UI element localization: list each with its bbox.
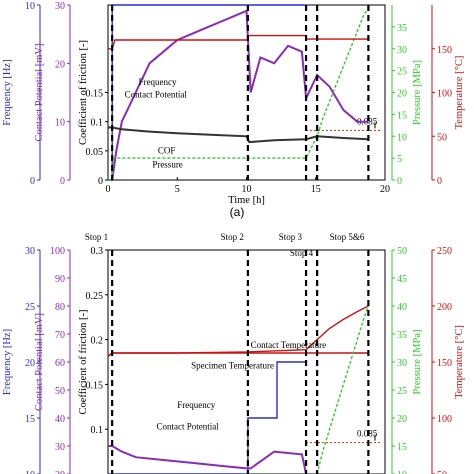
cof-tick-label: 0.15 (86, 380, 104, 391)
pressure-tick-label: 10 (397, 470, 407, 474)
frequency-axis-label: Frequency [Hz] (2, 59, 13, 125)
pressure-tick-label: 30 (397, 45, 407, 56)
pressure-tick-label: 35 (397, 23, 407, 34)
cof-tick-label: 0.1 (91, 118, 104, 129)
pressure-tick-label: 15 (397, 110, 407, 121)
frequency-tick-label: 10 (25, 1, 35, 12)
temperature-tick-label: 150 (437, 45, 452, 56)
stop-label: Stop 4 (290, 248, 314, 258)
contact_potential-tick-label: 60 (55, 358, 65, 369)
pressure-tick-label: 45 (397, 274, 407, 285)
contact_potential-tick-label: 70 (55, 330, 65, 341)
contact_potential-tick-label: 20 (55, 59, 65, 70)
contact_potential-tick-label: 30 (55, 442, 65, 453)
cof-tick-label: 0.1 (91, 425, 104, 436)
temperature-tick-label: 100 (437, 414, 452, 425)
pressure-tick-label: 20 (397, 414, 407, 425)
series-contact-potential (108, 9, 369, 181)
contact_potential-tick-label: 50 (55, 386, 65, 397)
temperature-axis-label: Temperature [°C] (454, 56, 465, 130)
pressure-axis-label: Pressure [MPa] (412, 329, 423, 394)
annotation-frequency: Frequency (138, 77, 176, 87)
contact_potential-tick-label: 30 (55, 1, 65, 12)
frequency-tick-label: 25 (25, 302, 35, 313)
pressure-tick-label: 20 (397, 89, 407, 100)
cof-tick-label: 0.15 (86, 89, 104, 100)
pressure-tick-label: 40 (397, 302, 407, 313)
pressure-tick-label: 5 (397, 154, 402, 165)
frequency-axis-label: Frequency [Hz] (2, 329, 13, 395)
pressure-tick-label: 25 (397, 386, 407, 397)
temperature-axis-label: Temperature [°C] (454, 325, 465, 399)
cof-axis-label: Coefficient of friction [-] (78, 309, 89, 414)
cof-tick-label: 0.25 (86, 291, 104, 302)
cof-tick-label: 0.2 (91, 336, 104, 347)
contact_potential-tick-label: 20 (55, 470, 65, 474)
temperature-tick-label: 150 (437, 358, 452, 369)
stop-label: Stop 2 (221, 232, 244, 242)
contact_potential-tick-label: 40 (55, 414, 65, 425)
pressure-tick-label: 10 (397, 132, 407, 143)
annotation-contact-potential: Contact Potential (156, 422, 219, 432)
pressure-tick-label: 15 (397, 442, 407, 453)
series-cof (108, 126, 369, 144)
temperature-tick-label: 50 (437, 470, 447, 474)
frequency-tick-label: 15 (25, 414, 35, 425)
contact_potential-tick-label: 10 (55, 118, 65, 129)
annotation-contact-temperature: Contact Temperature (251, 340, 326, 350)
temperature-tick-label: 0 (437, 176, 442, 187)
frequency-tick-label: 0 (30, 176, 35, 187)
cof-tick-label: 0.05 (86, 147, 104, 158)
contact_potential-tick-label: 80 (55, 302, 65, 313)
temperature-tick-label: 50 (437, 132, 447, 143)
pressure-tick-label: 0 (397, 176, 402, 187)
x-tick-label: 0 (106, 184, 111, 195)
annotation-contact-potential: Contact Potential (125, 90, 188, 100)
series-pressure (108, 8, 369, 181)
x-tick-label: 10 (242, 184, 252, 195)
cof-axis-label: Coefficient of friction [-] (78, 40, 89, 145)
contact_potential-axis-label: Contact Potential [mV] (34, 44, 45, 142)
series-contact-temperature (107, 305, 369, 357)
temperature-tick-label: 200 (437, 302, 452, 313)
x-tick-label: 20 (380, 184, 390, 195)
x-axis-label: Time [h] (228, 195, 265, 206)
pressure-axis-label: Pressure [MPa] (412, 60, 423, 125)
series-pressure (316, 305, 370, 474)
pressure-tick-label: 50 (397, 246, 407, 257)
pressure-tick-label: 25 (397, 67, 407, 78)
series-temperature (108, 34, 369, 50)
contact_potential-axis-label: Contact Potential [mV] (34, 313, 45, 411)
stop-label: Stop 5&6 (330, 232, 365, 242)
series-frequency (108, 361, 307, 474)
frequency-tick-label: 20 (25, 358, 35, 369)
annotation-pressure: Pressure (152, 160, 183, 170)
temperature-tick-label: 100 (437, 89, 452, 100)
figure-caption: (a) (229, 205, 245, 219)
cof-tick-label: 0 (98, 176, 103, 187)
frequency-tick-label: 10 (25, 470, 35, 474)
annotation-frequency: Frequency (177, 400, 215, 410)
frequency-tick-label: 30 (25, 246, 35, 257)
temperature-tick-label: 250 (437, 246, 452, 257)
stop-label: Stop 3 (279, 232, 303, 242)
annotation-cof: COF (158, 146, 176, 156)
series-contact-potential (108, 445, 308, 474)
stop-label: Stop 1 (85, 232, 108, 242)
contact_potential-tick-label: 100 (50, 246, 65, 257)
contact_potential-tick-label: 0 (60, 176, 65, 187)
annotation-specimen-temperature: Specimen Temperature (191, 361, 274, 371)
series-specimen-temperature (107, 352, 369, 357)
pressure-tick-label: 30 (397, 358, 407, 369)
x-tick-label: 15 (311, 184, 321, 195)
pressure-tick-label: 35 (397, 330, 407, 341)
contact_potential-tick-label: 90 (55, 274, 65, 285)
cof-tick-label: 0.3 (91, 246, 104, 257)
x-tick-label: 5 (175, 184, 180, 195)
